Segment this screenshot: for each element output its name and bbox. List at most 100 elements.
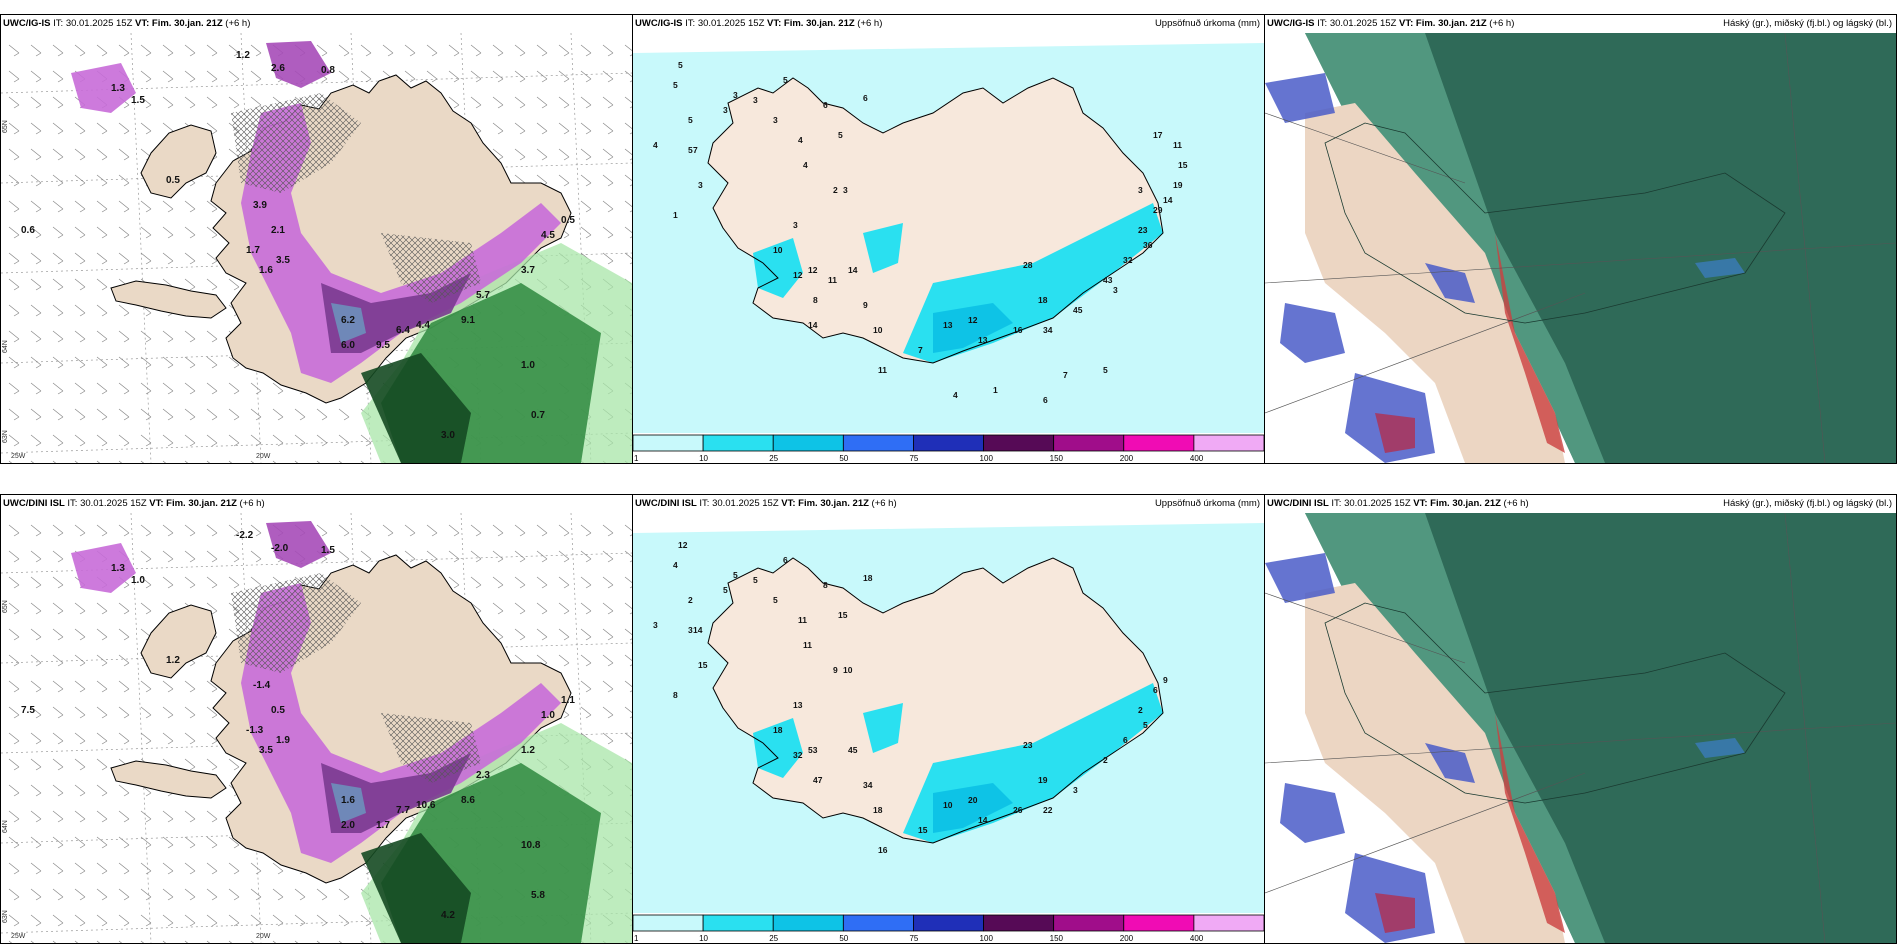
wind-barb xyxy=(8,226,20,239)
wind-barb xyxy=(8,278,20,291)
wind-value-label: 1.7 xyxy=(376,820,390,831)
wind-barb xyxy=(316,940,321,943)
wind-barb xyxy=(514,96,526,109)
wind-barb xyxy=(580,550,592,563)
wind-barb xyxy=(470,96,482,109)
wind-barb xyxy=(624,602,632,615)
precip-value-label: 9 xyxy=(833,665,838,675)
wind-value-label: 5.8 xyxy=(531,890,545,901)
wind-barb xyxy=(118,460,123,463)
iceland-outline xyxy=(707,77,1164,364)
wind-barb xyxy=(558,602,570,615)
precip-value-label: 7 xyxy=(918,345,923,355)
colorbar-label: 400 xyxy=(1190,934,1204,943)
wind-barb xyxy=(624,96,632,109)
wind-barb xyxy=(580,96,592,109)
wind-barb xyxy=(140,680,152,693)
wind-barb xyxy=(602,654,614,667)
wind-barb xyxy=(184,356,196,369)
wind-barb xyxy=(8,836,20,849)
colorbar-swatch xyxy=(702,914,774,932)
wind-barb xyxy=(228,524,240,537)
colorbar-label: 75 xyxy=(909,934,918,943)
wind-barb xyxy=(228,44,240,57)
wind-barb xyxy=(514,44,526,57)
wind-barb xyxy=(140,70,152,83)
precip-purple-nw xyxy=(71,543,136,593)
wind-barb xyxy=(580,70,592,83)
wind-barb xyxy=(118,836,130,849)
wind-barb xyxy=(162,524,174,537)
wind-barb xyxy=(118,148,130,161)
precip-heavy xyxy=(933,783,1013,833)
lon-label: 25W xyxy=(11,933,26,940)
precip-value-label: 5 xyxy=(673,80,678,90)
wind-value-label: 3.5 xyxy=(259,745,273,756)
colorbar-swatch xyxy=(1053,914,1125,932)
wind-barb xyxy=(602,628,614,641)
wind-barb xyxy=(272,434,284,447)
wind-barb xyxy=(30,70,42,83)
precip-value-label: 3 xyxy=(733,90,738,100)
colorbar-swatch xyxy=(913,434,984,452)
wind-barb xyxy=(228,356,240,369)
wind-barb xyxy=(206,44,218,57)
wind-barb xyxy=(316,524,328,537)
hatch-area xyxy=(381,233,481,303)
wind-barb xyxy=(250,550,262,563)
wind-barb xyxy=(558,148,570,161)
precip-value-label: 20 xyxy=(968,795,978,805)
wind-barb xyxy=(118,226,130,239)
wind-barb xyxy=(536,70,548,83)
wind-barb xyxy=(96,356,108,369)
wind-barb xyxy=(96,888,108,901)
wind-barb xyxy=(96,758,108,771)
precip-mid-c xyxy=(863,223,903,273)
wind-barb xyxy=(206,408,218,421)
precip-green-darkest xyxy=(361,833,471,943)
wind-barb xyxy=(118,654,130,667)
wind-barb xyxy=(52,382,64,395)
precip-value-label: 11 xyxy=(1173,140,1182,150)
wind-barb xyxy=(272,888,284,901)
low-mid-overlap xyxy=(1375,893,1415,933)
wind-barb xyxy=(228,408,240,421)
precip-value-label: 45 xyxy=(1073,305,1083,315)
wind-barb xyxy=(74,732,86,745)
wind-barb xyxy=(426,524,438,537)
wind-barb xyxy=(536,602,548,615)
wind-barb xyxy=(206,382,218,395)
wind-barb xyxy=(140,200,152,213)
wind-barb xyxy=(404,524,416,537)
wind-barb xyxy=(140,96,152,109)
wind-barb xyxy=(74,304,86,317)
wind-barb xyxy=(74,706,86,719)
low-cloud-blue xyxy=(1425,263,1475,303)
wind-barb xyxy=(52,784,64,797)
wind-barb xyxy=(184,862,196,875)
wind-barb xyxy=(470,44,482,57)
colorbar-label: 100 xyxy=(980,454,994,463)
precip-value-label: 3 xyxy=(1138,185,1143,195)
precip-value-label: 14 xyxy=(1163,195,1173,205)
wind-value-label: 1.2 xyxy=(236,50,250,61)
precip-value-label: 6 xyxy=(1153,685,1158,695)
cloud-map-panel-1: UWC/IG-IS IT: 30.01.2025 15Z VT: Fim. 30… xyxy=(1264,14,1897,464)
wind-barb xyxy=(624,732,632,745)
wind-value-label: 1.2 xyxy=(166,655,180,666)
colorbar-label: 400 xyxy=(1190,454,1204,463)
wind-barb xyxy=(8,408,20,421)
wind-barb xyxy=(30,732,42,745)
colorbar-label: 100 xyxy=(980,934,994,943)
wind-value-label: 8.6 xyxy=(461,795,475,806)
wind-barb xyxy=(96,382,108,395)
wind-barb xyxy=(360,70,372,83)
wind-barb xyxy=(228,96,240,109)
wind-barb xyxy=(250,434,262,447)
wind-barb xyxy=(140,550,152,563)
precip-value-label: 34 xyxy=(1043,325,1053,335)
wind-barb xyxy=(162,44,174,57)
precip-value-label: 6 xyxy=(783,555,788,565)
wind-barb xyxy=(228,940,233,943)
